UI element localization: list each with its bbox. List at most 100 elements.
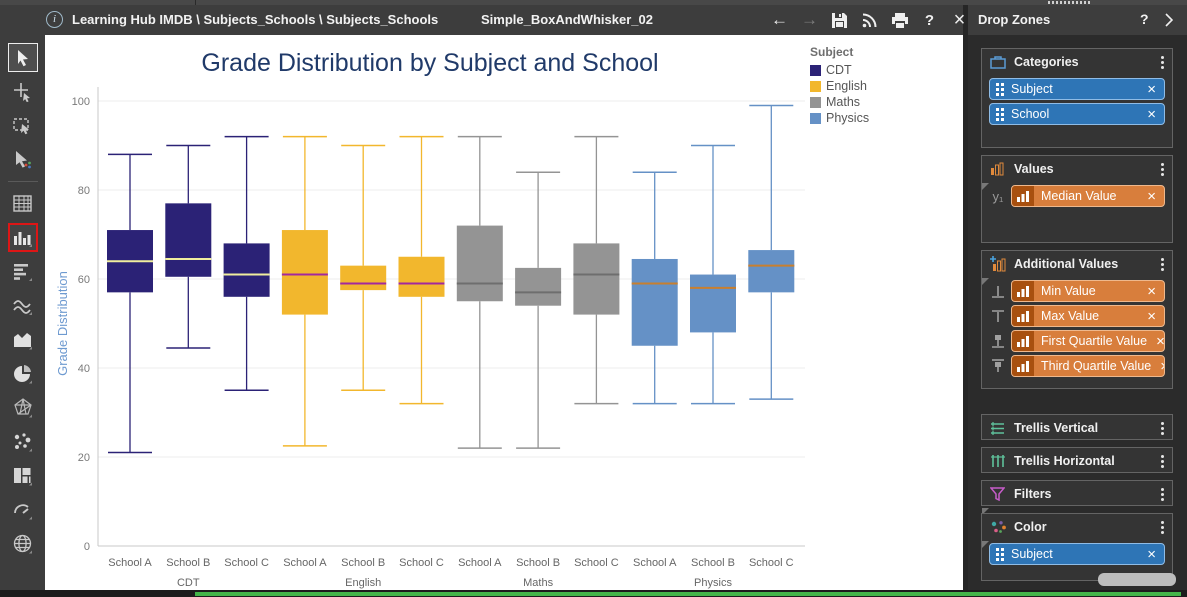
line-chart-tool[interactable] [8, 291, 38, 320]
max-icon [989, 309, 1007, 323]
scatter-chart-tool[interactable] [8, 427, 38, 456]
remove-icon[interactable]: × [1147, 187, 1156, 205]
pill-color-subject[interactable]: Subject × [989, 543, 1165, 565]
radar-chart-tool[interactable] [8, 393, 38, 422]
marquee-select-tool[interactable] [8, 111, 38, 140]
forward-button[interactable]: → [801, 10, 818, 29]
svg-text:80: 80 [78, 185, 90, 197]
legend-item: Physics [810, 111, 958, 125]
row-chart-tool[interactable] [8, 257, 38, 286]
svg-text:School C: School C [224, 557, 269, 569]
remove-icon[interactable]: × [1147, 307, 1156, 325]
panel-drag-handle-icon[interactable] [1048, 1, 1090, 4]
breadcrumb: Learning Hub IMDB \ Subjects_Schools \ S… [72, 12, 439, 27]
svg-text:40: 40 [78, 363, 90, 375]
panel-splitter[interactable] [963, 35, 968, 590]
titlebar-divider [963, 5, 968, 35]
dropzone-trellis-horizontal: Trellis Horizontal [981, 447, 1173, 473]
remove-icon[interactable]: × [1156, 332, 1165, 350]
section-menu-icon[interactable] [1157, 161, 1168, 178]
svg-text:Physics: Physics [694, 577, 732, 589]
values-icon [990, 162, 1014, 176]
map-tool[interactable] [8, 529, 38, 558]
drag-grip-icon[interactable] [996, 82, 1004, 96]
table-tool[interactable] [8, 189, 38, 218]
section-resize-grip [982, 508, 989, 515]
area-chart-tool[interactable] [8, 325, 38, 354]
drop-zones-help-icon[interactable]: ? [1140, 11, 1149, 27]
help-icon[interactable]: ? [924, 11, 935, 29]
drop-zones-panel: Categories Subject × School × [968, 35, 1187, 590]
document-title: Simple_BoxAndWhisker_02 [481, 12, 653, 27]
section-menu-icon[interactable] [1157, 486, 1168, 503]
back-button[interactable]: ← [771, 10, 788, 29]
drag-grip-icon[interactable] [996, 547, 1004, 561]
multi-select-tool[interactable] [8, 145, 38, 174]
section-menu-icon[interactable] [1157, 256, 1168, 273]
section-label: Trellis Horizontal [1014, 454, 1115, 468]
title-bar-main: i Learning Hub IMDB \ Subjects_Schools \… [0, 5, 965, 35]
pill-subject[interactable]: Subject × [989, 78, 1165, 100]
pill-first-quartile-value[interactable]: First Quartile Value × [1011, 330, 1165, 352]
print-icon[interactable] [890, 9, 909, 31]
pill-label: Subject [1011, 82, 1053, 96]
crosshair-select-tool[interactable] [8, 77, 38, 106]
svg-text:School A: School A [108, 557, 152, 569]
remove-icon[interactable]: × [1147, 545, 1156, 563]
section-menu-icon[interactable] [1157, 519, 1168, 536]
measure-icon [1012, 356, 1034, 376]
gauge-tool[interactable] [8, 495, 38, 524]
legend-label: Physics [826, 111, 870, 125]
chart-title: Grade Distribution by Subject and School [201, 49, 659, 77]
remove-icon[interactable]: × [1147, 80, 1156, 98]
dropzone-trellis-vertical: Trellis Vertical [981, 414, 1173, 440]
section-menu-icon[interactable] [1157, 54, 1168, 71]
pill-school[interactable]: School × [989, 103, 1165, 125]
first-quartile-icon [989, 334, 1007, 348]
pointer-tool[interactable] [7, 43, 38, 72]
section-label: Values [1014, 162, 1054, 176]
save-icon[interactable] [830, 9, 849, 31]
drag-grip-icon[interactable] [996, 107, 1004, 121]
remove-icon[interactable]: × [1147, 105, 1156, 123]
panel-scrollbar[interactable] [1098, 573, 1176, 586]
legend-swatch [810, 112, 821, 124]
third-quartile-icon [989, 359, 1007, 373]
additional-values-icon [990, 256, 1014, 272]
info-icon[interactable]: i [46, 11, 63, 28]
pill-min-value[interactable]: Min Value × [1011, 280, 1165, 302]
bar-chart-tool[interactable] [7, 223, 38, 252]
remove-icon[interactable]: × [1158, 359, 1164, 374]
svg-text:School B: School B [166, 557, 210, 569]
visualization-canvas[interactable]: Grade Distribution by Subject and School… [45, 35, 987, 590]
svg-text:60: 60 [78, 274, 90, 286]
collapse-panel-chevron-icon[interactable] [1164, 13, 1174, 32]
drop-zones-header: Drop Zones ? [968, 5, 1187, 35]
svg-text:Grade Distribution: Grade Distribution [55, 271, 70, 376]
dropzone-values: Values y₁ Median Value × [981, 155, 1173, 243]
section-menu-icon[interactable] [1157, 453, 1168, 470]
svg-text:School A: School A [283, 557, 327, 569]
filter-funnel-icon [990, 487, 1014, 501]
svg-text:School B: School B [691, 557, 735, 569]
svg-text:School A: School A [633, 557, 677, 569]
section-menu-icon[interactable] [1157, 420, 1168, 437]
svg-text:School A: School A [458, 557, 502, 569]
section-label: Categories [1014, 55, 1079, 69]
section-label: Additional Values [1014, 257, 1119, 271]
dropzone-additional-values: Additional Values Min Value × [981, 250, 1173, 389]
svg-text:English: English [345, 577, 381, 589]
window-bottom-edge [0, 590, 1187, 597]
legend-swatch [810, 80, 821, 92]
pill-third-quartile-value[interactable]: Third Quartile Value × [1011, 355, 1165, 377]
pill-median-value[interactable]: Median Value × [1011, 185, 1165, 207]
pie-chart-tool[interactable] [8, 359, 38, 388]
feed-icon[interactable] [860, 9, 879, 31]
boxplot[interactable]: 0 20 40 60 80 100 School A School B School C Scho… [45, 35, 963, 590]
pill-max-value[interactable]: Max Value × [1011, 305, 1165, 327]
close-icon[interactable]: × [953, 8, 966, 31]
remove-icon[interactable]: × [1147, 282, 1156, 300]
svg-text:Maths: Maths [523, 577, 553, 589]
treemap-tool[interactable] [8, 461, 38, 490]
